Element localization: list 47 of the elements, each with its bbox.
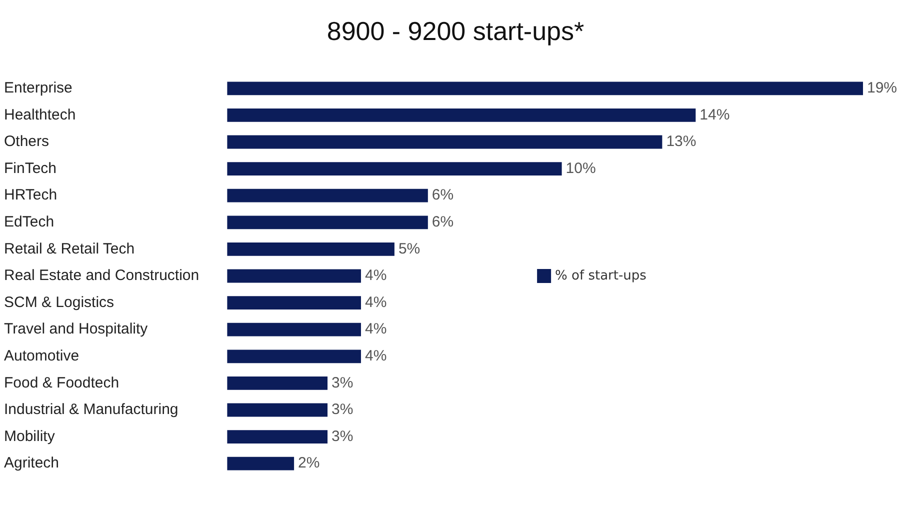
bar: [227, 430, 328, 444]
y-tick-label: Agritech: [4, 454, 60, 472]
data-label: 4%: [364, 294, 387, 311]
chart-title: 8900 - 9200 start-ups*: [326, 16, 586, 48]
data-label: 4%: [364, 267, 387, 284]
bar: [227, 403, 328, 417]
bar: [227, 82, 863, 96]
data-label: 3%: [332, 428, 354, 445]
data-label: 5%: [398, 240, 420, 258]
data-label: 19%: [867, 80, 898, 97]
y-tick-label: HRTech: [4, 186, 58, 204]
y-tick-label: Travel and Hospitality: [4, 320, 148, 338]
bar: [227, 135, 662, 149]
data-label: 14%: [700, 106, 730, 124]
y-tick-label: EdTech: [4, 214, 54, 231]
y-tick-label: Others: [4, 133, 50, 150]
y-tick-label: FinTech: [4, 160, 57, 177]
data-label: 2%: [298, 454, 320, 472]
y-tick-label: Real Estate and Construction: [4, 267, 200, 284]
y-tick-label: Mobility: [4, 428, 56, 445]
bar: [227, 242, 394, 256]
legend-label: % of start-ups: [555, 268, 647, 284]
data-label: 4%: [364, 348, 387, 365]
data-label: 13%: [666, 133, 696, 150]
data-label: 6%: [432, 214, 454, 231]
bar: [227, 269, 361, 283]
bar: [227, 188, 428, 202]
bar: [227, 350, 361, 364]
data-label: 6%: [432, 186, 454, 204]
y-tick-label: SCM & Logistics: [4, 294, 114, 311]
data-label: 3%: [332, 374, 354, 392]
bar: [227, 108, 696, 122]
y-tick-label: Food & Foodtech: [4, 374, 120, 392]
y-tick-label: Enterprise: [4, 80, 72, 97]
y-tick-label: Retail & Retail Tech: [4, 240, 135, 258]
bar: [227, 456, 294, 470]
bar: [227, 296, 361, 310]
data-label: 10%: [566, 160, 596, 177]
data-label: 4%: [364, 320, 387, 338]
bar: [227, 216, 428, 230]
y-tick-label: Automotive: [4, 348, 80, 365]
bar: [227, 376, 328, 390]
y-tick-label: Healthtech: [4, 106, 76, 124]
bar: [227, 162, 562, 176]
data-label: 3%: [332, 401, 354, 418]
y-tick-label: Industrial & Manufacturing: [4, 401, 178, 418]
bar: [227, 322, 361, 336]
